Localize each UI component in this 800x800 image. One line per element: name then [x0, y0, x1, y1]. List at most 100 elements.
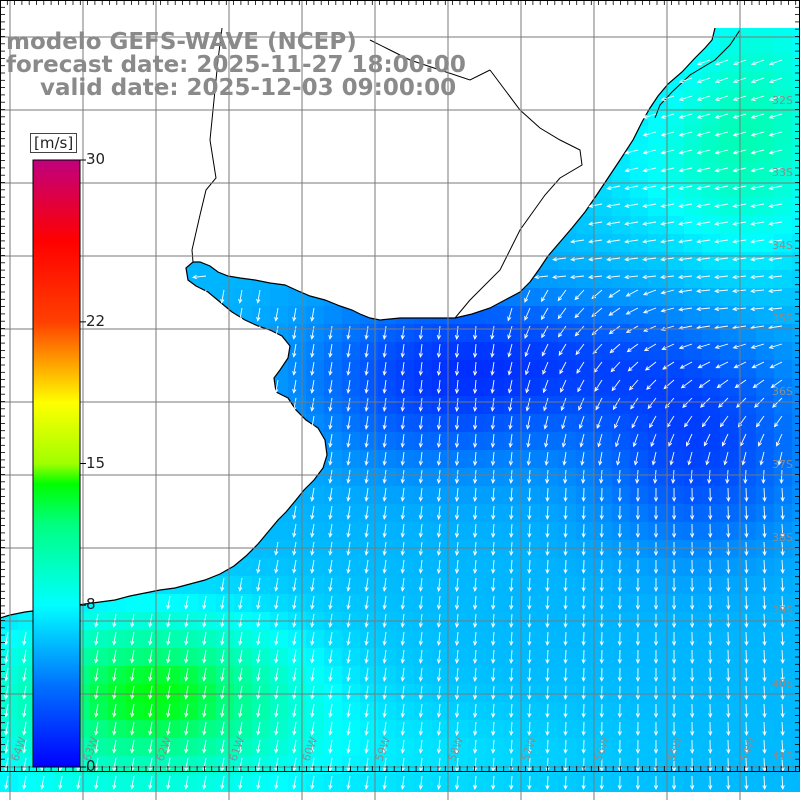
- wind-arrow-head: [292, 352, 297, 358]
- wind-arrow-head: [328, 442, 333, 448]
- wind-arrow-head: [184, 604, 189, 610]
- wind-arrow: [347, 469, 351, 483]
- wind-arrow-head: [696, 150, 702, 155]
- wind-arrow-head: [509, 677, 514, 682]
- wind-arrow-head: [591, 312, 597, 318]
- wind-arrow: [456, 361, 459, 375]
- wind-arrow: [690, 469, 693, 483]
- wind-arrow: [347, 613, 351, 627]
- wind-arrow-head: [772, 403, 777, 408]
- wind-arrow-head: [716, 383, 722, 389]
- wind-arrow-head: [418, 388, 423, 394]
- wind-arrow: [311, 595, 315, 609]
- wind-arrow-head: [660, 290, 666, 295]
- wind-arrow-head: [112, 748, 117, 754]
- wind-arrow-head: [22, 766, 27, 772]
- wind-arrow-head: [617, 587, 622, 593]
- wind-arrow-head: [490, 406, 495, 412]
- wind-arrow-head: [328, 496, 333, 502]
- wind-arrow: [474, 577, 477, 591]
- wind-arrow: [661, 203, 675, 207]
- wind-arrow: [546, 685, 549, 700]
- wind-arrow-head: [750, 274, 755, 280]
- wind-arrow-head: [690, 497, 695, 503]
- wind-arrow: [293, 775, 297, 789]
- wind-arrow-head: [581, 731, 586, 737]
- wind-arrow-head: [310, 640, 315, 646]
- wind-arrow-head: [491, 677, 496, 682]
- wind-arrow: [23, 667, 27, 681]
- wind-arrow: [221, 307, 225, 321]
- wind-arrow: [769, 113, 783, 119]
- wind-arrow-head: [780, 731, 785, 737]
- wind-arrow: [95, 667, 99, 681]
- wind-arrow: [781, 757, 784, 772]
- wind-arrow-head: [418, 694, 423, 700]
- wind-arrow-head: [400, 406, 405, 412]
- wind-arrow: [401, 739, 405, 753]
- wind-arrow: [275, 703, 279, 717]
- wind-arrow-head: [581, 767, 586, 773]
- wind-arrow-head: [578, 424, 583, 430]
- wind-arrow-head: [671, 731, 677, 737]
- wind-arrow-head: [400, 730, 405, 736]
- wind-arrow: [763, 577, 766, 592]
- wind-arrow: [611, 379, 621, 391]
- wind-arrow-head: [346, 424, 351, 430]
- wind-arrow: [715, 149, 729, 154]
- wind-arrow: [726, 469, 729, 483]
- wind-arrow-head: [660, 239, 666, 244]
- wind-arrow-head: [40, 784, 45, 790]
- wind-arrow: [401, 415, 405, 429]
- wind-arrow-head: [630, 404, 635, 410]
- wind-arrow-head: [541, 333, 546, 339]
- wind-arrow: [679, 149, 693, 154]
- wind-arrow: [751, 185, 765, 190]
- wind-arrow: [275, 379, 279, 393]
- wind-arrow: [293, 361, 297, 375]
- wind-arrow-head: [310, 406, 315, 412]
- wind-arrow-head: [779, 479, 784, 485]
- wind-arrow: [239, 685, 243, 699]
- wind-arrow-head: [238, 694, 243, 700]
- wind-arrow-head: [561, 442, 566, 448]
- wind-arrow: [745, 631, 748, 646]
- wind-arrow-head: [762, 623, 767, 629]
- wind-arrow-head: [726, 695, 731, 701]
- wind-arrow-head: [436, 353, 442, 358]
- wind-arrow-head: [732, 288, 737, 294]
- wind-arrow-head: [491, 533, 496, 538]
- wind-arrow-head: [543, 406, 548, 412]
- wind-arrow-head: [507, 370, 512, 376]
- wind-arrow-head: [671, 659, 677, 665]
- wind-arrow-head: [364, 550, 369, 556]
- wind-arrow: [420, 649, 423, 663]
- wind-arrow-head: [490, 352, 495, 358]
- wind-arrow: [456, 667, 459, 681]
- wind-arrow: [293, 415, 297, 429]
- wind-arrow-head: [714, 239, 720, 244]
- wind-arrow: [329, 667, 333, 681]
- wind-arrow: [781, 631, 784, 646]
- wind-arrow: [257, 307, 261, 321]
- wind-arrow-head: [256, 658, 261, 664]
- wind-arrow-head: [328, 352, 333, 358]
- wind-arrow-head: [684, 422, 689, 428]
- wind-arrow: [715, 203, 729, 207]
- wind-arrow: [769, 203, 783, 207]
- wind-arrow-head: [563, 605, 568, 611]
- wind-arrow: [670, 451, 675, 465]
- wind-arrow: [751, 113, 765, 119]
- wind-arrow-head: [617, 659, 622, 665]
- wind-arrow-head: [436, 677, 442, 682]
- wind-arrow: [558, 343, 567, 356]
- wind-arrow-head: [708, 605, 713, 611]
- wind-arrow-head: [714, 257, 720, 262]
- wind-arrow: [401, 379, 405, 393]
- wind-arrow-head: [690, 677, 695, 683]
- wind-arrow: [347, 505, 351, 519]
- wind-arrow-head: [718, 403, 723, 408]
- wind-arrow: [203, 703, 207, 717]
- wind-arrow-head: [732, 306, 737, 312]
